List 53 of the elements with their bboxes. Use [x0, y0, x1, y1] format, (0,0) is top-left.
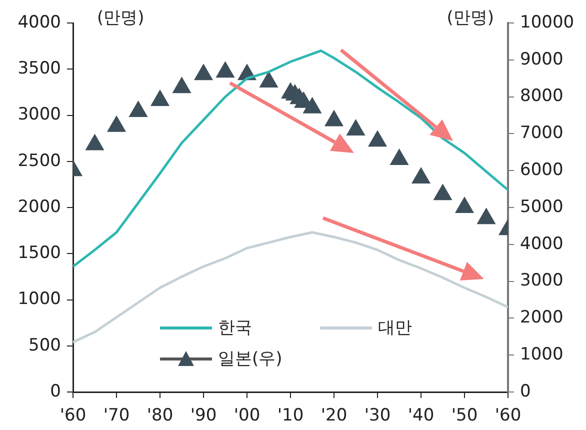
x-tick-label: '10	[277, 406, 304, 426]
x-tick-label: '50	[451, 406, 478, 426]
point	[368, 130, 387, 147]
y-tick-label: 0	[50, 381, 61, 402]
x-tick-label: '60	[494, 406, 522, 426]
x-tick-label: '30	[364, 406, 391, 426]
point	[150, 90, 170, 106]
point	[455, 197, 474, 213]
x-tick-label: '60	[60, 406, 86, 426]
y-tick-label: 3000	[18, 104, 61, 125]
y2-tick-label: 5000	[520, 196, 564, 217]
point	[216, 62, 234, 78]
point	[86, 134, 104, 150]
y2-tick-label: 3000	[520, 270, 564, 291]
y2-tick-label: 8000	[520, 86, 564, 106]
y2-tick-label: 9000	[520, 49, 564, 70]
y2-tick-label: 4000	[520, 234, 564, 254]
legend-label: 한국	[218, 317, 252, 339]
x-tick-label: '40	[408, 406, 434, 426]
y-tick-label: 2500	[18, 150, 61, 171]
y2-tick-label: 10000	[520, 12, 574, 32]
point	[194, 64, 213, 80]
y-axis-title: (만명)	[97, 7, 144, 29]
y2-tick-label: 1000	[520, 344, 564, 365]
y-tick-label: 3500	[18, 58, 61, 79]
legend-label: 대만	[378, 317, 412, 339]
y2-tick-label: 0	[520, 381, 531, 402]
point	[107, 116, 126, 132]
point	[412, 167, 430, 184]
y2-tick-label: 7000	[520, 123, 564, 144]
x-tick-label: '80	[146, 406, 174, 426]
legend-label: 일본(우)	[218, 348, 282, 370]
point	[303, 97, 322, 114]
y-tick-label: 2000	[18, 196, 61, 217]
point	[260, 72, 278, 88]
y2-axis-title: (만명)	[446, 7, 494, 29]
x-tick-label: '70	[103, 406, 130, 426]
point	[129, 101, 148, 118]
x-tick-label: '90	[190, 406, 217, 426]
x-tick-label: '00	[234, 406, 260, 426]
y-tick-label: 1500	[18, 243, 61, 264]
point	[172, 77, 191, 94]
x-tick-label: '20	[320, 406, 348, 426]
point	[434, 184, 452, 200]
point	[324, 110, 344, 126]
point	[477, 208, 496, 224]
y2-tick-label: 2000	[520, 308, 564, 328]
point	[390, 149, 408, 166]
y-tick-label: 500	[28, 335, 61, 356]
point	[346, 120, 365, 136]
y-tick-label: 1000	[18, 289, 61, 310]
y-tick-label: 4000	[18, 12, 61, 32]
y2-tick-label: 6000	[520, 160, 564, 180]
